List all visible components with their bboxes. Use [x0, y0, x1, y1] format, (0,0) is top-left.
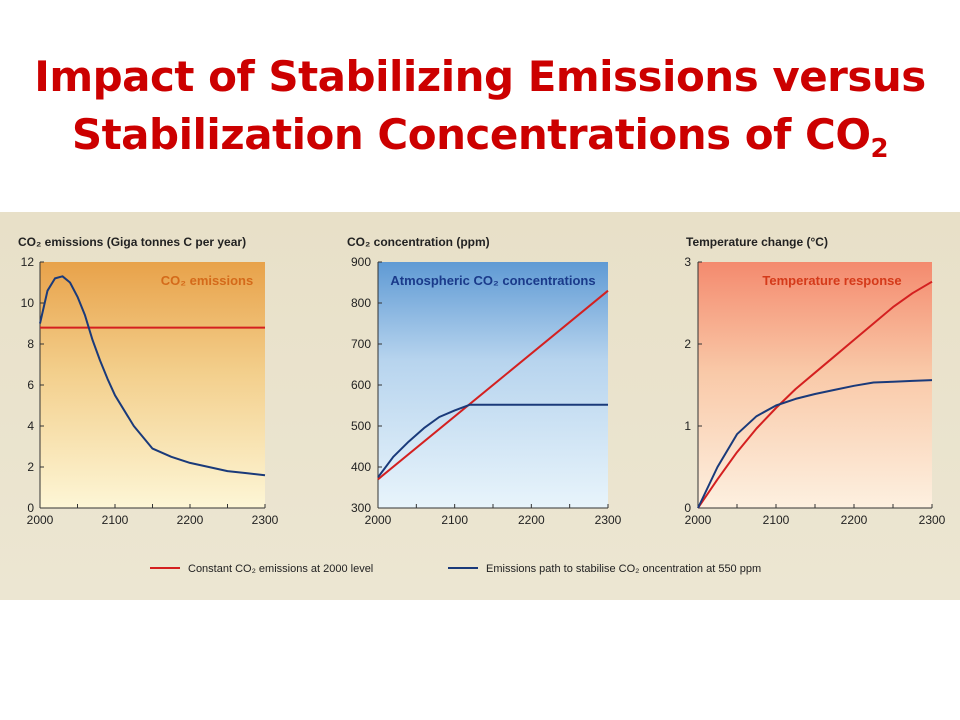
x-tick-label: 2200 — [518, 513, 545, 527]
x-tick-label: 2300 — [252, 513, 279, 527]
page-title-line2: Stabilization Concentrations of CO2 — [0, 110, 960, 164]
legend-red-label: Constant CO₂ emissions at 2000 level — [188, 563, 373, 575]
x-tick-label: 2200 — [177, 513, 204, 527]
y-tick-label: 300 — [351, 501, 371, 515]
page-title-line2-text: Stabilization Concentrations of CO — [71, 110, 871, 159]
x-tick-label: 2300 — [919, 513, 946, 527]
y-tick-label: 12 — [21, 255, 35, 269]
y-tick-label: 0 — [27, 501, 34, 515]
y-tick-label: 10 — [21, 296, 35, 310]
chart-title: CO₂ concentration (ppm) — [347, 235, 490, 249]
chart-panel-3: Temperature change (°C) Temperature respo… — [684, 235, 945, 527]
y-tick-label: 3 — [684, 255, 691, 269]
y-tick-label: 0 — [684, 501, 691, 515]
x-tick-label: 2100 — [763, 513, 790, 527]
figure-panel: CO₂ emissions (Giga tonnes C per year) CO… — [0, 212, 960, 600]
x-tick-label: 2300 — [595, 513, 622, 527]
y-tick-label: 6 — [27, 378, 34, 392]
x-tick-label: 2100 — [441, 513, 468, 527]
charts-svg: CO₂ emissions (Giga tonnes C per year) CO… — [18, 235, 946, 575]
plot-area — [40, 262, 265, 508]
panel-label: CO₂ emissions — [161, 273, 253, 288]
chart-title: CO₂ emissions (Giga tonnes C per year) — [18, 235, 246, 249]
x-tick-label: 2200 — [841, 513, 868, 527]
chart-title: Temperature change (°C) — [686, 235, 828, 249]
legend-blue-label: Emissions path to stabilise CO₂ oncentra… — [486, 563, 761, 575]
chart-panel-1: CO₂ emissions (Giga tonnes C per year) CO… — [18, 235, 279, 527]
series-line-red — [377, 289, 609, 481]
y-tick-label: 800 — [351, 296, 371, 310]
x-tick-label: 2000 — [685, 513, 712, 527]
y-tick-label: 500 — [351, 419, 371, 433]
chart-panel-2: CO₂ concentration (ppm) Atmospheric CO₂ c… — [347, 235, 622, 527]
y-tick-label: 700 — [351, 337, 371, 351]
x-tick-label: 2100 — [102, 513, 129, 527]
series-line-blue — [697, 379, 933, 509]
legend: Constant CO₂ emissions at 2000 level Emi… — [150, 563, 761, 575]
page-title-subscript: 2 — [870, 134, 889, 164]
panel-label: Atmospheric CO₂ concentrations — [390, 273, 595, 288]
y-tick-label: 2 — [684, 337, 691, 351]
plot-area — [698, 262, 932, 508]
y-tick-label: 600 — [351, 378, 371, 392]
y-tick-label: 900 — [351, 255, 371, 269]
series-line-blue — [39, 275, 266, 477]
series-line-blue — [377, 403, 608, 478]
y-tick-label: 2 — [27, 460, 34, 474]
page-title-line1: Impact of Stabilizing Emissions versus — [34, 52, 926, 101]
y-tick-label: 1 — [684, 419, 691, 433]
series-line-red — [697, 280, 933, 509]
y-tick-label: 4 — [27, 419, 34, 433]
x-tick-label: 2000 — [365, 513, 392, 527]
x-tick-label: 2000 — [27, 513, 54, 527]
panel-label: Temperature response — [762, 273, 901, 288]
y-tick-label: 8 — [27, 337, 34, 351]
y-tick-label: 400 — [351, 460, 371, 474]
